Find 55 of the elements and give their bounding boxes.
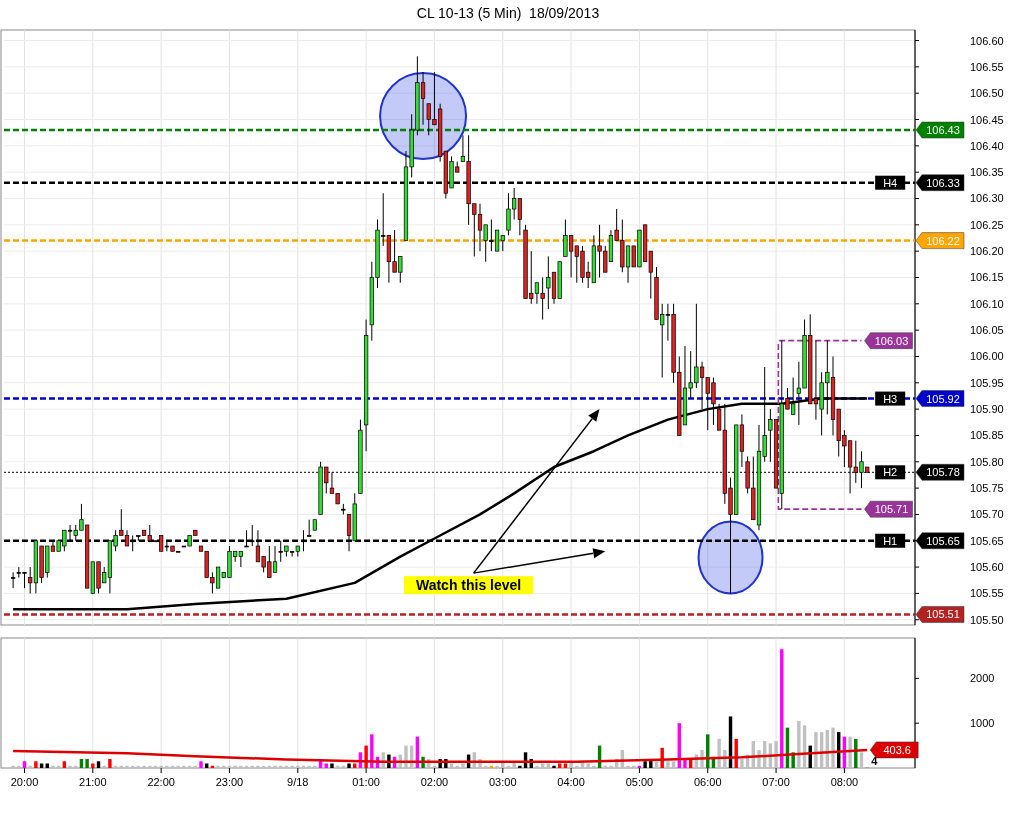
y-tick-label: 106.40 (970, 139, 1004, 152)
x-tick-label: 20:00 (10, 776, 39, 788)
x-tick-label: 04:00 (557, 776, 585, 788)
y-tick-label: 105.80 (970, 455, 1004, 468)
y-tick-label: 106.15 (970, 271, 1004, 284)
y-tick-label: 106.00 (970, 350, 1004, 363)
x-tick-label: 06:00 (693, 776, 722, 788)
data-label: 106.03 (874, 334, 909, 347)
y-tick-label: 106.50 (970, 87, 1004, 100)
y-tick-label: 106.10 (970, 297, 1004, 310)
annotation: H1 (883, 534, 898, 547)
x-tick-label: 21:00 (79, 776, 107, 788)
annotation: H3 (883, 392, 898, 405)
y-tick-label: 105.90 (970, 403, 1004, 416)
ref-line-label: 106.33 (926, 176, 960, 189)
x-tick-label: 01:00 (352, 776, 380, 788)
ref-line-label: 105.51 (926, 608, 960, 621)
x-tick-label: 03:00 (489, 776, 517, 788)
y-tick-label: 106.35 (970, 166, 1004, 179)
x-tick-label: 07:00 (762, 776, 790, 788)
x-tick-label: 08:00 (830, 776, 859, 788)
data-label: 4 (871, 754, 879, 767)
y-tick-label: 106.60 (970, 34, 1004, 47)
y-tick-label: 106.55 (970, 60, 1004, 73)
data-label: 403.6 (883, 743, 911, 756)
annotation: Watch this level (415, 577, 522, 594)
chart-title: CL 10-13 (5 Min) 18/09/2013 (416, 5, 600, 21)
y-tick-label: 106.05 (970, 324, 1004, 337)
x-tick-label: 9/18 (287, 776, 309, 788)
y-tick-label: 2000 (970, 672, 995, 685)
y-tick-label: 105.85 (970, 429, 1004, 442)
y-tick-label: 105.60 (970, 561, 1004, 574)
ref-line-label: 106.22 (926, 234, 960, 247)
annotation: H2 (883, 466, 898, 479)
ref-line-label: 105.78 (926, 466, 960, 479)
annotation: H4 (883, 176, 898, 189)
ref-line-label: 105.65 (926, 534, 960, 547)
y-tick-label: 105.65 (970, 534, 1004, 547)
ref-line-label: 105.92 (926, 392, 960, 405)
ref-line-label: 106.43 (926, 124, 960, 137)
x-tick-label: 22:00 (147, 776, 175, 788)
y-tick-label: 105.70 (970, 508, 1004, 521)
x-tick-label: 23:00 (215, 776, 244, 788)
y-tick-label: 105.95 (970, 376, 1004, 389)
y-tick-label: 105.55 (970, 587, 1004, 600)
y-tick-label: 106.25 (970, 218, 1004, 231)
x-tick-label: 02:00 (420, 776, 449, 788)
y-tick-label: 106.45 (970, 113, 1004, 126)
y-tick-label: 1000 (970, 717, 995, 730)
y-tick-label: 105.50 (970, 613, 1004, 626)
x-tick-label: 05:00 (625, 776, 654, 788)
y-tick-label: 105.75 (970, 482, 1004, 495)
y-tick-label: 106.20 (970, 245, 1004, 258)
y-tick-label: 106.30 (970, 192, 1004, 205)
data-label: 105.71 (874, 503, 909, 516)
